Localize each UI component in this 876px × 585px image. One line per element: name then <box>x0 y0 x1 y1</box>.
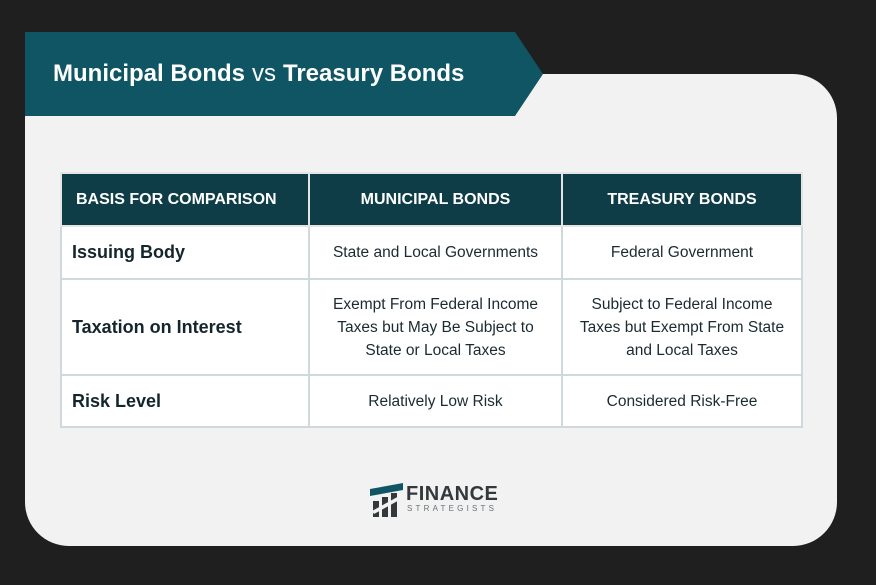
table-row: Risk Level Relatively Low Risk Considere… <box>60 374 803 428</box>
comparison-table: BASIS FOR COMPARISON MUNICIPAL BONDS TRE… <box>60 172 803 428</box>
logo-wordmark: FINANCE <box>406 483 499 505</box>
title-right: Treasury Bonds <box>283 60 465 87</box>
row-label-taxation: Taxation on Interest <box>60 278 310 376</box>
finance-strategists-logo: FINANCE STRATEGISTS <box>370 483 510 517</box>
table-header-row: BASIS FOR COMPARISON MUNICIPAL BONDS TRE… <box>60 172 803 227</box>
logo-subtitle: STRATEGISTS <box>407 504 498 513</box>
page-title: Municipal Bonds vs Treasury Bonds <box>53 32 464 116</box>
title-vs: vs <box>252 60 276 87</box>
table-row: Taxation on Interest Exempt From Federal… <box>60 278 803 376</box>
banner-shape <box>25 32 543 116</box>
cell-treasury: Subject to Federal Income Taxes but Exem… <box>561 278 803 376</box>
cell-treasury: Considered Risk-Free <box>561 374 803 428</box>
header-treasury: TREASURY BONDS <box>561 172 803 227</box>
cell-municipal: Relatively Low Risk <box>308 374 563 428</box>
table-row: Issuing Body State and Local Governments… <box>60 225 803 280</box>
header-basis: BASIS FOR COMPARISON <box>60 172 310 227</box>
title-left: Municipal Bonds <box>53 60 245 87</box>
row-label-risk-level: Risk Level <box>60 374 310 428</box>
logo-mark-icon <box>370 483 403 517</box>
cell-municipal: State and Local Governments <box>308 225 563 280</box>
cell-municipal: Exempt From Federal Income Taxes but May… <box>308 278 563 376</box>
header-municipal: MUNICIPAL BONDS <box>308 172 563 227</box>
row-label-issuing-body: Issuing Body <box>60 225 310 280</box>
cell-treasury: Federal Government <box>561 225 803 280</box>
title-banner: Municipal Bonds vs Treasury Bonds <box>25 32 543 116</box>
